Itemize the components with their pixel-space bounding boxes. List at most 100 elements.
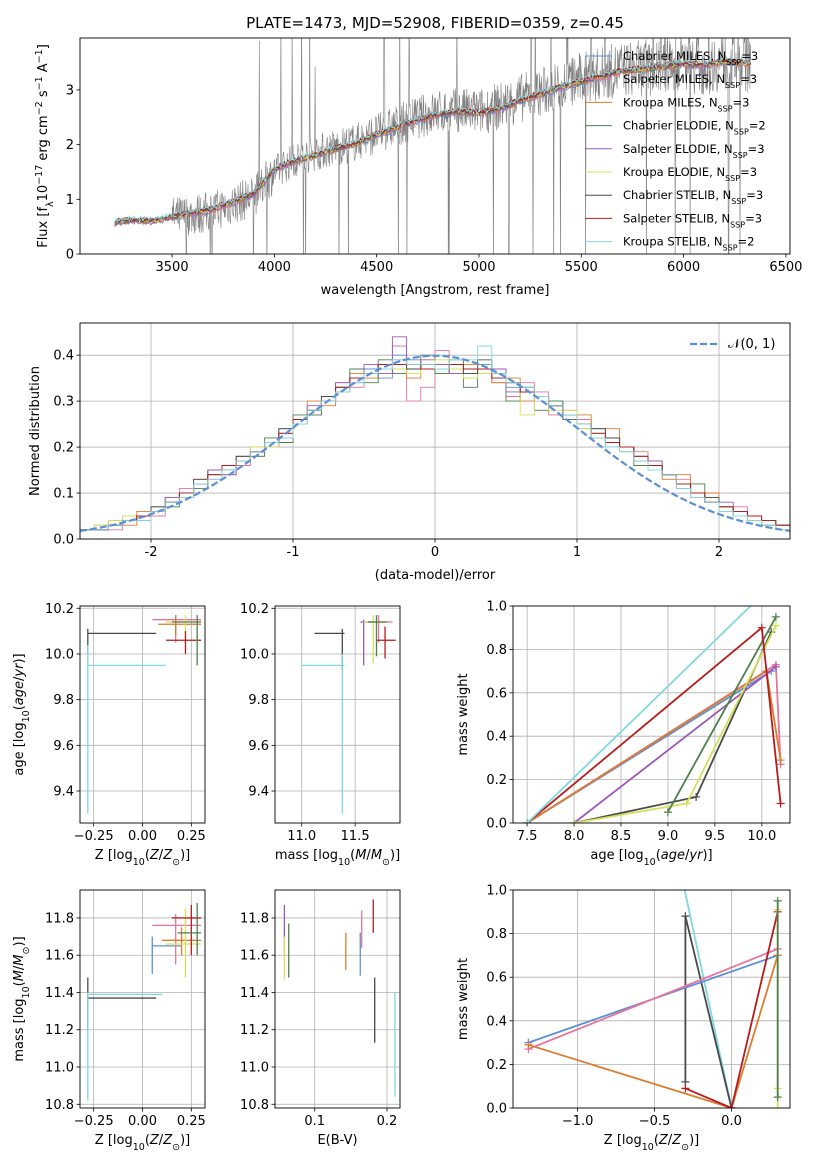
y-axis-label: mass [log10(M/M⊙)] <box>12 936 32 1061</box>
y-tick-label: 0.1 <box>53 487 74 502</box>
x-tick-label: −0.5 <box>639 1114 671 1129</box>
weight-line <box>526 606 752 823</box>
error-bar <box>367 615 388 657</box>
error-bar <box>152 615 202 643</box>
weight-vs-metallicity-panel: −1.0 −0.5 0.0 0.0 0.2 0.4 0.6 0.8 1.0 Z [log10(Z/… <box>456 875 791 1153</box>
y-tick-label: 0.4 <box>486 1014 507 1029</box>
x-tick-label: 0.0 <box>721 1114 742 1129</box>
y-axis-label: mass weight <box>456 673 471 755</box>
y-tick-label: 9.4 <box>248 785 269 800</box>
weight-line <box>573 625 777 823</box>
x-axis-label: (data-model)/error <box>375 568 496 583</box>
legend-label: Salpeter STELIB, NSSP=3 <box>623 211 762 229</box>
x-tick-label: 8.0 <box>564 829 585 844</box>
error-bar <box>171 615 202 666</box>
weight-marker <box>727 1104 736 1108</box>
plot-area <box>283 899 396 1097</box>
weight-marker <box>771 612 780 621</box>
weight-marker <box>758 591 766 599</box>
x-tick-label: 0.25 <box>177 829 206 844</box>
y-tick-label: 11.8 <box>45 911 74 926</box>
y-tick-label: 0.8 <box>486 643 507 658</box>
error-bar <box>87 992 163 1101</box>
weight-line <box>528 948 779 1050</box>
y-axis-label: age [log10(age/yr)] <box>12 653 32 775</box>
spectrum-panel: 3500 4000 4500 5000 5500 6000 6500 0 1 2 3 PLATE=14… <box>34 14 803 298</box>
y-tick-label: 2 <box>66 138 74 153</box>
y-tick-label: 11.2 <box>240 1023 269 1038</box>
x-tick-label: −0.25 <box>74 1114 114 1129</box>
weight-line <box>526 625 782 823</box>
y-tick-label: 0.2 <box>53 441 74 456</box>
y-tick-label: 0.2 <box>486 1058 507 1073</box>
error-bar <box>165 908 202 978</box>
axes-frame <box>79 605 206 824</box>
y-tick-label: 11.4 <box>240 986 269 1001</box>
y-tick-label: 11.4 <box>45 986 74 1001</box>
y-axis-label: mass weight <box>456 958 471 1040</box>
axes-frame <box>79 37 791 255</box>
x-tick-label: 0 <box>431 545 439 560</box>
x-axis-label: Z [log10(Z/Z⊙)] <box>95 848 190 868</box>
grid <box>275 606 400 823</box>
x-tick-label: 0.00 <box>128 1114 157 1129</box>
y-tick-label: 1 <box>66 193 74 208</box>
weight-marker <box>771 662 780 671</box>
x-tick-label: 6000 <box>667 260 700 275</box>
axes-frame <box>512 605 791 824</box>
error-bar <box>165 631 202 654</box>
weight-vs-age-panel: 7.5 8.0 8.5 9.0 9.5 10.0 0.0 0.2 0.4 0.6 0.8 1.0 age… <box>456 591 791 868</box>
weight-marker <box>663 808 672 817</box>
x-tick-label: 4500 <box>360 260 393 275</box>
error-bar <box>177 903 202 956</box>
y-tick-label: 0.0 <box>486 817 507 832</box>
legend-label: Kroupa STELIB, NSSP=2 <box>623 235 754 253</box>
y-tick-label: 0.0 <box>53 533 74 548</box>
weight-marker <box>681 1084 690 1093</box>
error-bar <box>171 904 202 956</box>
x-tick-label: −0.25 <box>74 829 114 844</box>
age-vs-metallicity-panel: −0.25 0.00 0.25 9.4 9.6 9.8 10.0 10.2 Z [log10(Z… <box>12 602 206 868</box>
legend-label: Kroupa MILES, NSSP=3 <box>623 95 749 113</box>
error-bar <box>365 615 393 643</box>
weight-marker <box>776 799 785 808</box>
axes-frame <box>274 605 401 824</box>
weight-marker <box>523 819 532 823</box>
y-tick-label: 9.6 <box>53 739 74 754</box>
y-tick-label: 11.0 <box>240 1061 269 1076</box>
axes-frame <box>512 889 791 1109</box>
weight-marker <box>692 792 701 801</box>
legend-label: Chabrier MILES, NSSP=3 <box>623 49 758 67</box>
y-tick-label: 10.8 <box>240 1098 269 1113</box>
x-tick-label: 11.0 <box>287 829 316 844</box>
error-bar <box>158 615 202 636</box>
residuals-panel: -2 -1 0 1 2 0.0 0.1 0.2 0.3 0.4 𝒩(0, 1) (data-model… <box>28 322 791 583</box>
mass-vs-ebv-panel: 0.1 0.2 10.8 11.0 11.2 11.4 11.6 11.8 E(B-V) <box>240 889 401 1148</box>
model-spectrum-line <box>114 57 752 223</box>
grid <box>80 606 205 823</box>
weight-marker <box>771 621 780 630</box>
mass-vs-metallicity-panel: −0.25 0.00 0.25 10.8 11.0 11.2 11.4 11.6 11.8 Z [… <box>12 889 206 1153</box>
x-tick-label: 4000 <box>258 260 291 275</box>
y-tick-label: 0.8 <box>486 927 507 942</box>
weight-marker <box>678 875 686 883</box>
grid <box>275 890 400 1108</box>
axes-frame <box>274 889 401 1109</box>
age-vs-mass-panel: 11.0 11.5 9.4 9.6 9.8 10.0 10.2 mass [log10(M/M… <box>240 602 401 868</box>
weight-marker <box>773 896 782 905</box>
x-tick-label: −1.0 <box>562 1114 594 1129</box>
y-tick-label: 9.4 <box>53 785 74 800</box>
weight-line <box>573 631 773 823</box>
legend-label: Kroupa ELODIE, NSSP=3 <box>623 165 757 183</box>
y-axis-label: Flux [fλ10−17 erg cm−2 s−1 A−1] <box>34 44 56 248</box>
x-axis-label: wavelength [Angstrom, rest frame] <box>321 283 550 298</box>
chart-title: PLATE=1473, MJD=52908, FIBERID=0359, z=0… <box>246 14 624 32</box>
x-tick-label: 10.0 <box>747 829 776 844</box>
plot-area <box>523 591 785 823</box>
legend-label: Chabrier ELODIE, NSSP=2 <box>623 119 766 137</box>
y-tick-label: 0.4 <box>486 730 507 745</box>
error-bar <box>314 628 345 670</box>
observed-spectrum-line <box>114 38 752 254</box>
y-tick-label: 11.8 <box>240 911 269 926</box>
